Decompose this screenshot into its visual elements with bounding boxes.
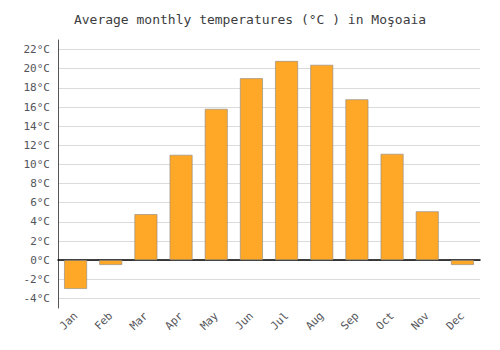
svg-text:4°C: 4°C [30, 215, 50, 228]
svg-text:May: May [198, 309, 221, 332]
svg-text:20°C: 20°C [24, 62, 51, 75]
svg-text:-4°C: -4°C [24, 292, 51, 305]
svg-text:8°C: 8°C [30, 177, 50, 190]
svg-text:Jun: Jun [233, 309, 256, 332]
svg-text:16°C: 16°C [24, 101, 51, 114]
svg-text:18°C: 18°C [24, 81, 51, 94]
svg-text:14°C: 14°C [24, 120, 51, 133]
svg-text:10°C: 10°C [24, 158, 51, 171]
svg-text:Jan: Jan [57, 309, 80, 332]
svg-text:Dec: Dec [444, 309, 467, 332]
svg-text:Nov: Nov [409, 309, 432, 332]
svg-text:6°C: 6°C [30, 196, 50, 209]
svg-text:-2°C: -2°C [24, 273, 51, 286]
svg-text:Aug: Aug [303, 309, 326, 332]
svg-text:Sep: Sep [338, 309, 361, 332]
svg-text:Apr: Apr [162, 309, 185, 332]
svg-text:Mar: Mar [127, 309, 150, 332]
svg-text:22°C: 22°C [24, 43, 51, 56]
svg-text:Average monthly temperatures (: Average monthly temperatures (°C ) in Mo… [74, 12, 426, 27]
svg-text:Oct: Oct [373, 309, 396, 332]
svg-text:2°C: 2°C [30, 235, 50, 248]
svg-text:Jul: Jul [268, 309, 291, 332]
svg-text:12°C: 12°C [24, 139, 51, 152]
svg-text:0°C: 0°C [30, 254, 50, 267]
svg-text:Feb: Feb [92, 309, 115, 332]
